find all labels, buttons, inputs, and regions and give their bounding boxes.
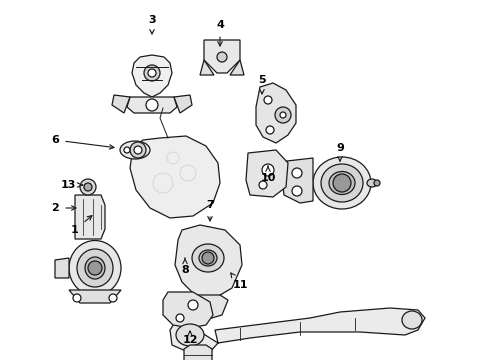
Polygon shape bbox=[256, 83, 296, 143]
Circle shape bbox=[374, 180, 380, 186]
Circle shape bbox=[202, 252, 214, 264]
Circle shape bbox=[109, 294, 117, 302]
Circle shape bbox=[280, 112, 286, 118]
Polygon shape bbox=[204, 40, 240, 73]
Circle shape bbox=[275, 107, 291, 123]
Circle shape bbox=[134, 146, 142, 154]
Text: 4: 4 bbox=[216, 20, 224, 46]
Circle shape bbox=[148, 69, 156, 77]
Circle shape bbox=[264, 96, 272, 104]
Circle shape bbox=[217, 52, 227, 62]
Circle shape bbox=[259, 181, 267, 189]
Ellipse shape bbox=[120, 141, 150, 159]
Ellipse shape bbox=[329, 171, 355, 194]
Ellipse shape bbox=[85, 257, 105, 279]
Ellipse shape bbox=[77, 249, 113, 287]
Text: 6: 6 bbox=[51, 135, 114, 149]
Polygon shape bbox=[246, 150, 288, 197]
Text: 1: 1 bbox=[71, 216, 92, 235]
Circle shape bbox=[144, 65, 160, 81]
Text: 10: 10 bbox=[260, 166, 276, 183]
Polygon shape bbox=[174, 95, 192, 113]
Ellipse shape bbox=[402, 311, 422, 329]
Circle shape bbox=[176, 314, 184, 322]
Polygon shape bbox=[75, 195, 105, 239]
Circle shape bbox=[333, 174, 351, 192]
Text: 2: 2 bbox=[51, 203, 76, 213]
Polygon shape bbox=[127, 97, 177, 113]
Text: 8: 8 bbox=[181, 258, 189, 275]
Polygon shape bbox=[184, 345, 212, 360]
Text: 13: 13 bbox=[60, 180, 83, 190]
Circle shape bbox=[124, 147, 130, 153]
Text: 11: 11 bbox=[231, 273, 248, 290]
Circle shape bbox=[146, 99, 158, 111]
Ellipse shape bbox=[199, 250, 217, 266]
Polygon shape bbox=[230, 60, 244, 75]
Circle shape bbox=[188, 300, 198, 310]
Circle shape bbox=[84, 183, 92, 191]
Polygon shape bbox=[69, 290, 121, 303]
Ellipse shape bbox=[321, 164, 363, 202]
Polygon shape bbox=[188, 295, 228, 320]
Polygon shape bbox=[170, 308, 425, 352]
Polygon shape bbox=[175, 225, 242, 298]
Ellipse shape bbox=[367, 179, 377, 187]
Circle shape bbox=[88, 261, 102, 275]
Text: 7: 7 bbox=[206, 200, 214, 221]
Circle shape bbox=[130, 142, 146, 158]
Polygon shape bbox=[200, 60, 214, 75]
Circle shape bbox=[73, 294, 81, 302]
Circle shape bbox=[292, 186, 302, 196]
Polygon shape bbox=[112, 95, 130, 113]
Polygon shape bbox=[132, 55, 172, 97]
Ellipse shape bbox=[69, 240, 121, 296]
Circle shape bbox=[80, 179, 96, 195]
Polygon shape bbox=[130, 136, 220, 218]
Polygon shape bbox=[163, 292, 213, 328]
Ellipse shape bbox=[313, 157, 371, 209]
Circle shape bbox=[262, 164, 274, 176]
Ellipse shape bbox=[192, 244, 224, 272]
Circle shape bbox=[292, 168, 302, 178]
Circle shape bbox=[266, 126, 274, 134]
Text: 9: 9 bbox=[336, 143, 344, 161]
Ellipse shape bbox=[176, 324, 204, 346]
Text: 12: 12 bbox=[182, 331, 198, 345]
Polygon shape bbox=[55, 258, 69, 278]
Text: 5: 5 bbox=[258, 75, 266, 94]
Polygon shape bbox=[282, 158, 313, 203]
Text: 3: 3 bbox=[148, 15, 156, 34]
